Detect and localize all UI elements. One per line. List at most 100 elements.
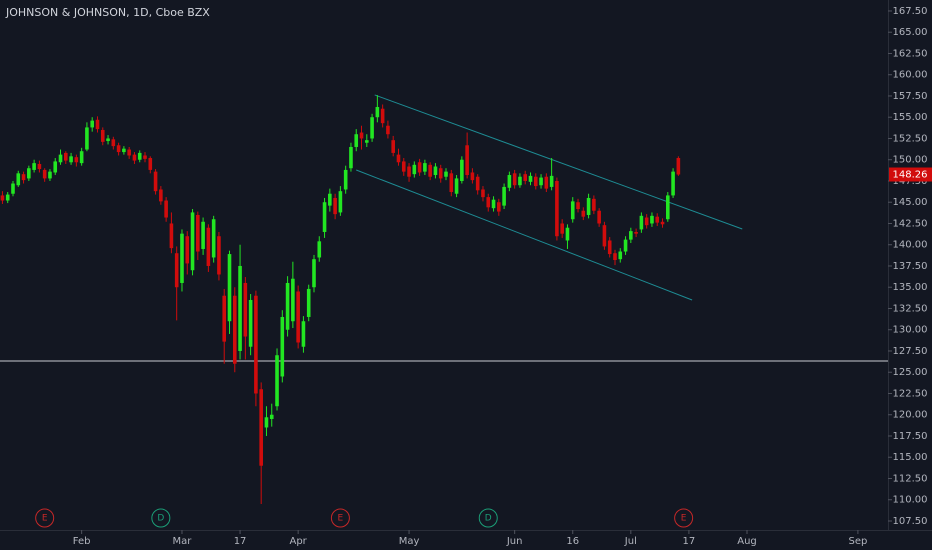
last-price-label: 148.26: [893, 170, 928, 181]
candle-body: [285, 282, 290, 330]
trend-line: [356, 169, 693, 301]
candle-body: [592, 198, 596, 211]
y-tick-label: 142.50: [893, 218, 928, 229]
y-tick-label: 115.00: [893, 452, 928, 463]
candle-body: [665, 195, 670, 220]
candle-body: [364, 140, 369, 143]
candle-body: [343, 169, 348, 190]
candle-body: [169, 223, 174, 249]
candle-body: [206, 227, 211, 266]
candle-body: [354, 134, 359, 147]
candle-body: [58, 154, 63, 163]
candle-body: [528, 175, 533, 182]
candle-body: [544, 176, 549, 189]
candle-body: [623, 239, 628, 252]
candle-body: [475, 176, 480, 191]
candle-body: [275, 355, 279, 407]
candle-body: [122, 148, 126, 153]
candle-body: [560, 223, 564, 234]
y-tick-label: 150.00: [893, 155, 928, 166]
candle-body: [259, 389, 263, 466]
candle-body: [180, 233, 184, 283]
candle-body: [597, 210, 601, 224]
x-tick-label: Jul: [624, 536, 637, 547]
candle-body: [502, 186, 506, 206]
last-price-box: [889, 167, 932, 182]
candle-body: [607, 240, 612, 255]
candle-body: [90, 120, 95, 128]
candle-body: [391, 140, 395, 153]
candle-body: [95, 119, 100, 130]
candle-body: [37, 163, 42, 170]
candle-body: [100, 129, 105, 142]
candle-body: [164, 200, 168, 218]
candle-body: [238, 265, 242, 351]
candle-body: [74, 157, 79, 163]
candle-body: [127, 149, 131, 156]
y-tick-label: 160.00: [893, 70, 928, 81]
candle-body: [48, 171, 52, 179]
candle-body: [565, 227, 570, 241]
candle-body: [280, 316, 285, 377]
candle-body: [5, 194, 10, 201]
x-tick-label: Jun: [506, 536, 523, 547]
candle-body: [132, 154, 137, 161]
x-tick-label: Sep: [848, 536, 867, 547]
candle-body: [470, 172, 475, 181]
x-tick-label: 17: [683, 536, 696, 547]
candle-body: [618, 251, 623, 260]
candle-body: [137, 152, 142, 160]
candle-body: [201, 221, 205, 249]
candle-body: [602, 225, 607, 247]
candle-body: [79, 151, 84, 164]
candle-body: [576, 202, 580, 210]
candle-body: [549, 175, 554, 187]
y-tick-label: 125.00: [893, 367, 928, 378]
candle-body: [512, 173, 517, 186]
y-tick-label: 130.00: [893, 325, 928, 336]
event-marker: [151, 508, 171, 528]
y-tick-label: 162.50: [893, 48, 928, 59]
candle-body: [248, 299, 253, 347]
candle-body: [380, 108, 385, 124]
event-label: E: [42, 514, 48, 524]
candle-body: [63, 152, 68, 161]
y-tick-label: 152.50: [893, 133, 928, 144]
candle-body: [42, 169, 47, 179]
y-tick-label: 120.00: [893, 410, 928, 421]
chart-title: JOHNSON & JOHNSON, 1D, Cboe BZX: [5, 6, 210, 19]
candle-body: [264, 417, 269, 428]
candle-body: [586, 197, 591, 215]
candle-body: [106, 138, 110, 142]
candle-body: [639, 215, 644, 230]
y-tick-label: 117.50: [893, 431, 928, 442]
candle-body: [322, 202, 327, 232]
candle-body: [518, 176, 522, 186]
y-tick-label: 145.00: [893, 197, 928, 208]
candle-body: [407, 166, 411, 177]
candle-body: [291, 278, 295, 322]
candle-body: [269, 414, 274, 419]
x-tick-label: Feb: [73, 536, 91, 547]
candle-body: [650, 215, 654, 224]
candle-body: [53, 161, 58, 173]
candle-body: [613, 253, 617, 261]
candle-body: [396, 154, 401, 163]
candle-body: [32, 163, 36, 170]
candle-body: [412, 164, 417, 175]
event-marker: [35, 508, 55, 528]
candle-body: [338, 191, 343, 213]
candle-body: [227, 254, 232, 322]
event-label: D: [157, 514, 164, 524]
y-tick-label: 137.50: [893, 261, 928, 272]
candle-body: [533, 176, 538, 187]
candle-body: [570, 201, 575, 220]
candle-body: [417, 162, 422, 173]
candle-body: [116, 145, 121, 153]
candle-body: [433, 166, 438, 176]
candle-body: [11, 183, 15, 194]
y-tick-label: 167.50: [893, 6, 928, 17]
candle-body: [581, 210, 586, 217]
